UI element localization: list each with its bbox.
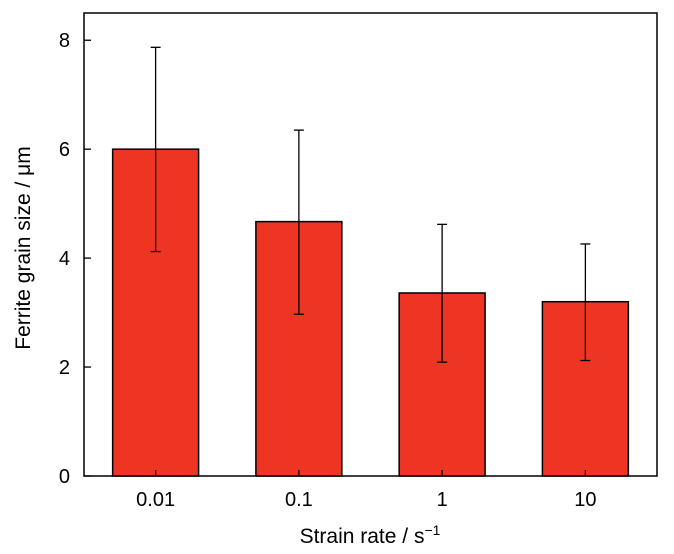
y-tick-label: 0 <box>59 466 70 488</box>
y-axis-ticks: 0 2 4 6 8 <box>59 30 91 488</box>
y-tick-label: 8 <box>59 30 70 52</box>
y-tick-label: 6 <box>59 139 70 161</box>
x-tick-label: 1 <box>437 489 448 511</box>
bars-group <box>111 148 630 477</box>
x-tick-label: 0.1 <box>285 489 313 511</box>
error-bars-group <box>150 46 591 363</box>
x-axis-ticks: 0.01 0.1 1 10 <box>136 470 597 511</box>
plot-frame <box>83 12 658 477</box>
y-tick-label: 4 <box>59 248 70 270</box>
x-tick-label: 10 <box>574 489 596 511</box>
y-axis-label: Ferrite grain size / μm <box>12 146 35 349</box>
x-axis-label-superscript: −1 <box>424 522 440 538</box>
x-tick-label: 0.01 <box>136 489 175 511</box>
x-axis-label: Strain rate / s−1 <box>300 522 441 548</box>
y-tick-label: 2 <box>59 357 70 379</box>
